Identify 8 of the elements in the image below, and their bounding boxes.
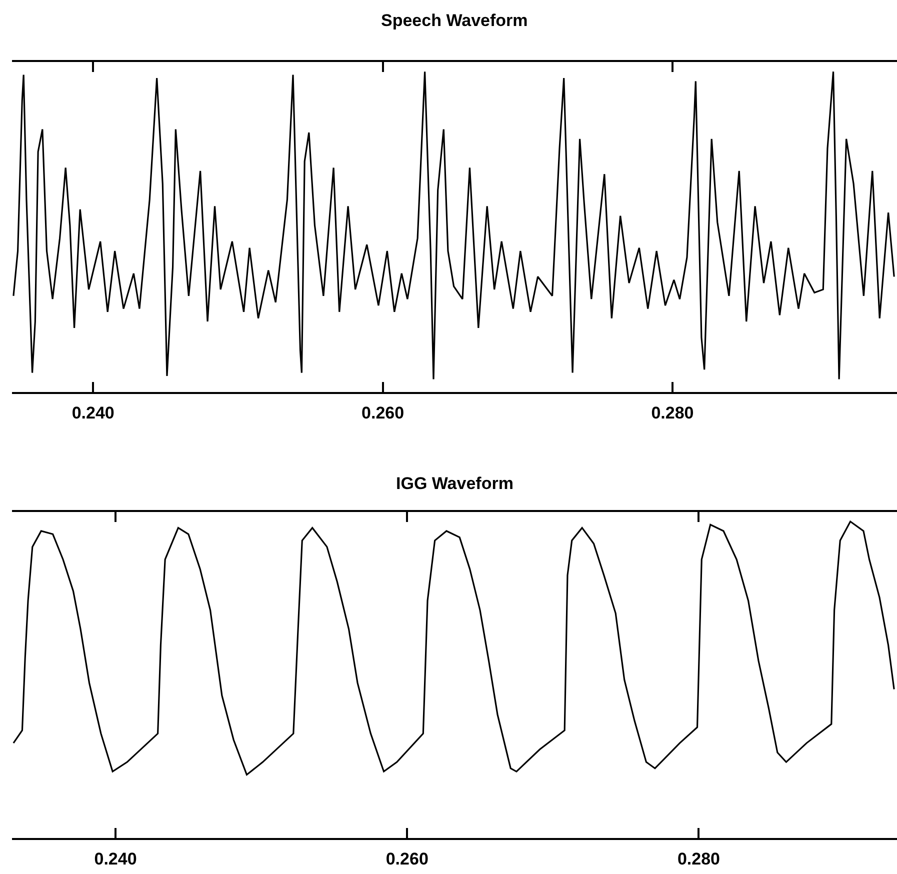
x-tick-label: 0.260 [386, 849, 428, 868]
x-tick-label: 0.280 [677, 849, 720, 868]
x-tick-label: 0.240 [72, 403, 114, 422]
chart-title: Speech Waveform [381, 11, 528, 30]
chart-title: IGG Waveform [396, 474, 514, 493]
x-tick-label: 0.260 [362, 403, 404, 422]
x-tick-label: 0.280 [651, 403, 694, 422]
x-tick-label: 0.240 [94, 849, 137, 868]
